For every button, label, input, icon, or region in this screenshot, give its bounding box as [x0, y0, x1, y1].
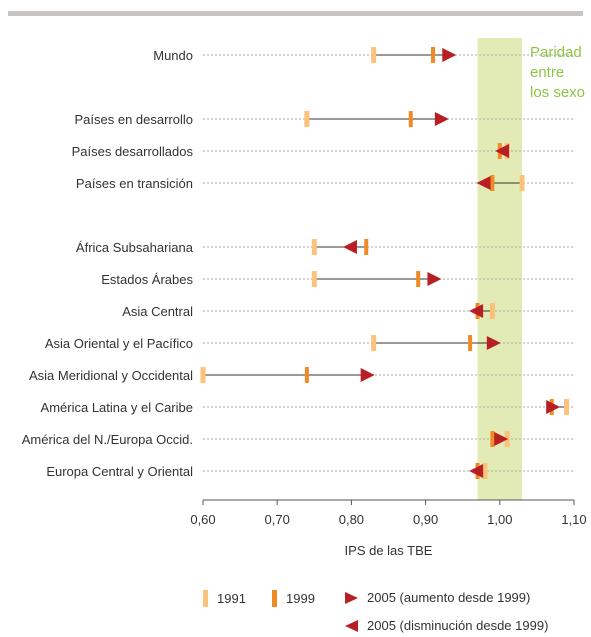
marker-2005-increase [434, 112, 449, 126]
marker-1999 [468, 335, 473, 351]
marker-2005-increase [546, 400, 561, 414]
legend-item-1991: 1991 [203, 590, 246, 607]
category-label: Países en desarrollo [74, 112, 193, 127]
marker-1999 [490, 175, 495, 191]
category-label: Países desarrollados [72, 144, 194, 159]
marker-1999 [490, 431, 495, 447]
marker-1991 [564, 399, 570, 415]
parity-band-label: los sexo [530, 84, 585, 101]
legend-label-increase: 2005 (aumento desde 1999) [367, 590, 531, 605]
marker-1991 [482, 463, 488, 479]
category-label: Países en transición [76, 176, 193, 191]
marker-2005-increase [427, 272, 442, 286]
marker-2005-increase [494, 432, 509, 446]
marker-1991 [311, 271, 317, 287]
marker-1991 [371, 47, 377, 63]
marker-1991 [311, 239, 317, 255]
parity-band-label: entre [530, 64, 564, 81]
marker-1991 [200, 367, 206, 383]
marker-1991 [489, 303, 495, 319]
gender-parity-chart: Paridad entre los sexo 0,60 0,70 0,80 0,90 1,00… [22, 38, 587, 558]
parity-band [477, 38, 523, 500]
top-rule [8, 11, 583, 16]
marker-2005-decrease [469, 464, 484, 478]
category-label: Asia Meridional y Occidental [29, 368, 193, 383]
category-label: América Latina y el Caribe [41, 400, 193, 415]
marker-2005-decrease [342, 240, 357, 254]
x-tick-label: 1,10 [561, 512, 586, 527]
legend-label-decrease: 2005 (disminución desde 1999) [367, 618, 549, 633]
marker-2005-decrease [476, 176, 491, 190]
parity-band-label: Paridad [530, 44, 582, 61]
marker-2005-decrease [495, 144, 510, 158]
marker-1991 [304, 111, 310, 127]
x-tick-label: 0,80 [339, 512, 364, 527]
category-label: Europa Central y Oriental [46, 464, 193, 479]
marker-1999 [304, 367, 309, 383]
legend: 1991 1999 2005 (aumento desde 1999) 2005… [0, 585, 591, 637]
marker-1999 [431, 47, 436, 63]
legend-item-1999: 1999 [272, 590, 315, 607]
category-label: Mundo [153, 48, 193, 63]
marker-1991 [371, 335, 377, 351]
x-tick-label: 0,70 [265, 512, 290, 527]
x-axis-title: IPS de las TBE [345, 543, 433, 558]
legend-item-decrease: 2005 (disminución desde 1999) [345, 618, 548, 633]
category-label: África Subsahariana [76, 240, 194, 255]
legend-swatch-1991 [203, 590, 208, 607]
category-label: América del N./Europa Occid. [22, 432, 193, 447]
legend-label-1999: 1999 [286, 591, 315, 606]
decrease-triangle-icon [345, 619, 358, 632]
marker-1999 [416, 271, 421, 287]
marker-2005-increase [360, 368, 375, 382]
marker-2005-increase [486, 336, 501, 350]
x-tick-label: 1,00 [487, 512, 512, 527]
marker-1999 [364, 239, 369, 255]
legend-swatch-1999 [272, 590, 277, 607]
legend-label-1991: 1991 [217, 591, 246, 606]
increase-triangle-icon [345, 591, 358, 604]
x-tick-label: 0,90 [413, 512, 438, 527]
category-label: Asia Central [122, 304, 193, 319]
marker-1999 [408, 111, 413, 127]
legend-item-increase: 2005 (aumento desde 1999) [345, 590, 530, 605]
category-label: Asia Oriental y el Pacífico [45, 336, 193, 351]
marker-2005-increase [442, 48, 457, 62]
marker-1991 [519, 175, 525, 191]
x-tick-label: 0,60 [190, 512, 215, 527]
category-label: Estados Árabes [101, 272, 193, 287]
marker-2005-decrease [469, 304, 484, 318]
